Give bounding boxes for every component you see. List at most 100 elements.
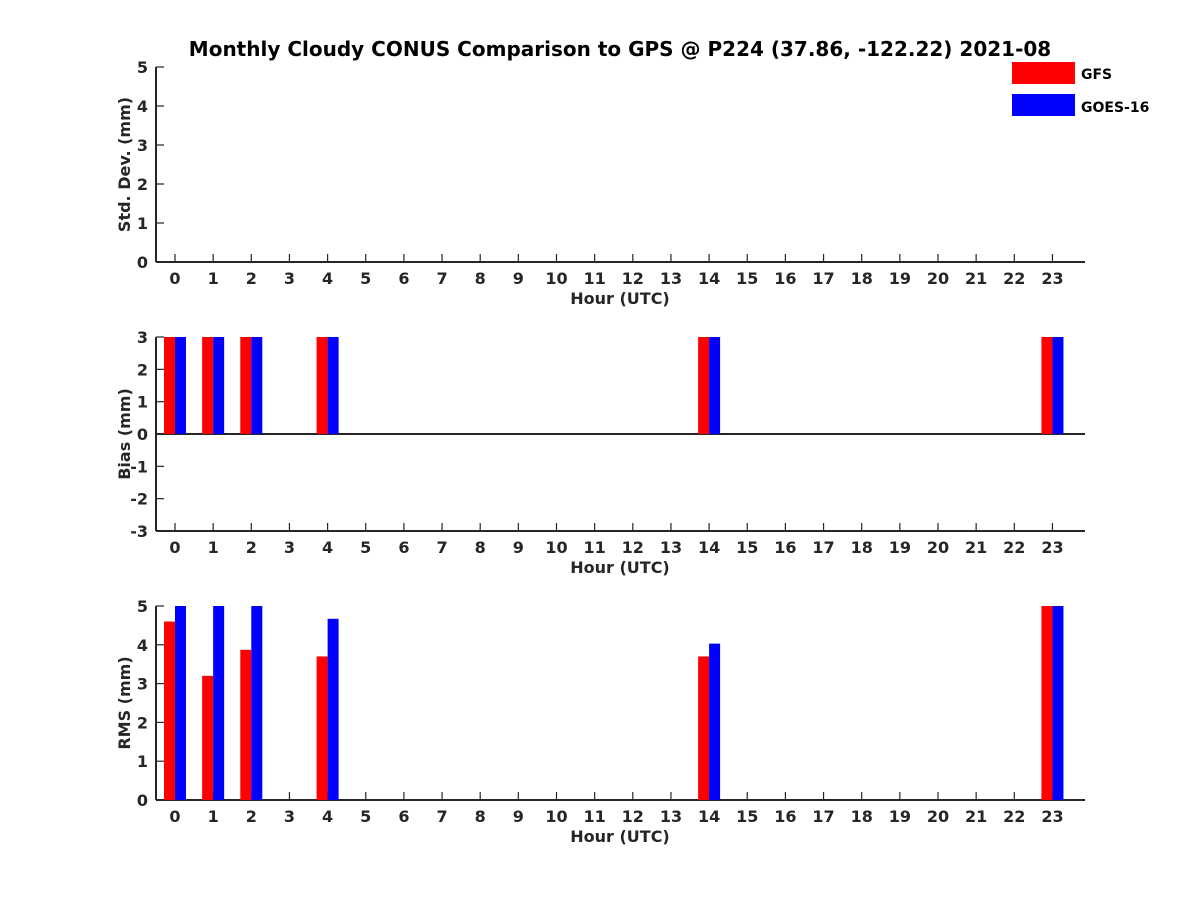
bar-gfs-hour-0	[164, 621, 175, 800]
bar-goes16-hour-1	[213, 606, 225, 800]
bar-goes16-hour-0	[175, 606, 186, 800]
x-tick-label: 17	[812, 269, 834, 288]
x-axis-label: Hour (UTC)	[570, 827, 670, 846]
x-tick-label: 22	[1003, 538, 1025, 557]
x-tick-label: 12	[622, 269, 644, 288]
y-tick-label: 1	[137, 214, 148, 233]
bar-gfs-hour-14	[698, 337, 710, 434]
x-tick-label: 13	[660, 269, 682, 288]
bar-goes16-hour-4	[327, 618, 339, 800]
y-tick-label: 0	[137, 253, 148, 272]
bar-gfs-hour-1	[202, 337, 214, 434]
x-tick-label: 19	[889, 807, 911, 826]
x-tick-label: 12	[622, 538, 644, 557]
x-tick-label: 16	[774, 538, 796, 557]
x-tick-label: 18	[851, 269, 873, 288]
x-tick-label: 21	[965, 538, 987, 557]
bar-goes16-hour-2	[251, 606, 263, 800]
x-tick-label: 9	[513, 807, 524, 826]
x-tick-label: 0	[169, 269, 180, 288]
x-tick-label: 22	[1003, 807, 1025, 826]
legend-swatch-gfs	[1012, 62, 1075, 84]
x-tick-label: 21	[965, 269, 987, 288]
x-tick-label: 6	[398, 807, 409, 826]
x-tick-label: 6	[398, 269, 409, 288]
x-tick-label: 13	[660, 538, 682, 557]
y-tick-label: 5	[137, 58, 148, 77]
x-tick-label: 3	[284, 538, 295, 557]
x-tick-label: 4	[322, 538, 333, 557]
x-tick-label: 15	[736, 807, 758, 826]
bar-goes16-hour-23	[1052, 337, 1064, 434]
bar-goes16-hour-2	[251, 337, 263, 434]
x-tick-label: 23	[1041, 807, 1063, 826]
x-tick-label: 14	[698, 538, 720, 557]
bar-gfs-hour-1	[202, 675, 214, 800]
legend-label-gfs: GFS	[1081, 67, 1112, 83]
bar-goes16-hour-1	[213, 337, 225, 434]
x-tick-label: 4	[322, 807, 333, 826]
x-tick-label: 0	[169, 538, 180, 557]
y-tick-label: -2	[130, 490, 148, 509]
y-tick-label: 3	[137, 328, 148, 347]
bar-gfs-hour-14	[698, 656, 710, 800]
y-tick-label: 4	[137, 636, 148, 655]
y-tick-label: 1	[137, 393, 148, 412]
x-tick-label: 16	[774, 269, 796, 288]
x-tick-label: 15	[736, 269, 758, 288]
y-tick-label: 5	[137, 597, 148, 616]
y-tick-label: 0	[137, 425, 148, 444]
x-tick-label: 15	[736, 538, 758, 557]
y-axis-label: RMS (mm)	[115, 656, 134, 749]
y-tick-label: 4	[137, 97, 148, 116]
bar-goes16-hour-4	[327, 337, 339, 434]
y-tick-label: 3	[137, 136, 148, 155]
x-tick-label: 7	[436, 538, 447, 557]
x-tick-label: 2	[246, 269, 257, 288]
bar-gfs-hour-4	[316, 656, 328, 800]
bar-gfs-hour-2	[240, 649, 252, 800]
x-axis-label: Hour (UTC)	[570, 558, 670, 577]
x-tick-label: 16	[774, 807, 796, 826]
x-tick-label: 1	[208, 807, 219, 826]
bar-goes16-hour-0	[175, 337, 186, 434]
x-tick-label: 9	[513, 538, 524, 557]
y-tick-label: -1	[130, 457, 148, 476]
x-tick-label: 17	[812, 807, 834, 826]
x-tick-label: 23	[1041, 538, 1063, 557]
x-tick-label: 20	[927, 269, 949, 288]
x-tick-label: 13	[660, 807, 682, 826]
bar-goes16-hour-14	[709, 337, 721, 434]
x-tick-label: 12	[622, 807, 644, 826]
y-tick-label: 0	[137, 791, 148, 810]
x-tick-label: 20	[927, 538, 949, 557]
x-tick-label: 11	[584, 807, 606, 826]
x-tick-label: 10	[545, 538, 567, 557]
x-tick-label: 21	[965, 807, 987, 826]
bar-gfs-hour-23	[1041, 337, 1053, 434]
x-tick-label: 19	[889, 538, 911, 557]
x-tick-label: 2	[246, 538, 257, 557]
x-tick-label: 5	[360, 538, 371, 557]
x-tick-label: 2	[246, 807, 257, 826]
x-tick-label: 8	[475, 807, 486, 826]
y-tick-label: 1	[137, 752, 148, 771]
x-tick-label: 10	[545, 269, 567, 288]
bar-gfs-hour-0	[164, 337, 175, 434]
x-tick-label: 6	[398, 538, 409, 557]
y-axis-label: Bias (mm)	[115, 388, 134, 480]
x-tick-label: 14	[698, 807, 720, 826]
legend: GFS GOES-16	[1012, 62, 1149, 116]
bar-goes16-hour-14	[709, 643, 721, 800]
x-tick-label: 0	[169, 807, 180, 826]
x-tick-label: 8	[475, 538, 486, 557]
x-tick-label: 8	[475, 269, 486, 288]
bar-goes16-hour-23	[1052, 606, 1064, 800]
x-tick-label: 22	[1003, 269, 1025, 288]
x-tick-label: 3	[284, 807, 295, 826]
y-tick-label: 2	[137, 713, 148, 732]
legend-label-goes16: GOES-16	[1081, 100, 1149, 116]
